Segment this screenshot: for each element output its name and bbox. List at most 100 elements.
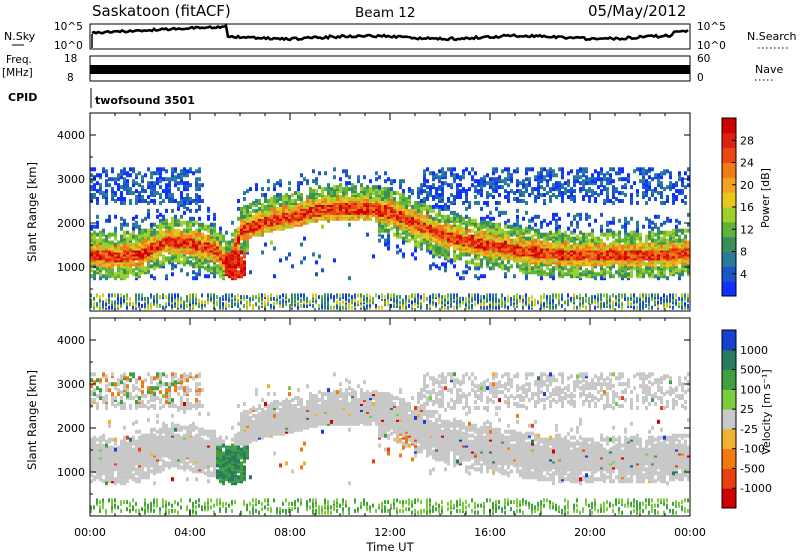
power-cell bbox=[333, 185, 336, 190]
power-cell bbox=[162, 177, 165, 182]
power-cell bbox=[225, 302, 227, 307]
power-cell bbox=[333, 258, 336, 263]
power-cell bbox=[180, 179, 183, 184]
power-cell bbox=[378, 185, 381, 190]
power-cell bbox=[321, 298, 323, 303]
power-cell bbox=[357, 193, 360, 198]
power-cell bbox=[609, 167, 612, 172]
power-cell bbox=[108, 305, 110, 310]
power-cell bbox=[480, 258, 483, 263]
power-cell bbox=[540, 276, 543, 281]
power-cell bbox=[543, 302, 545, 307]
power-cell bbox=[231, 293, 233, 298]
power-cell bbox=[279, 300, 281, 305]
power-cell bbox=[270, 303, 272, 308]
power-cell bbox=[198, 167, 201, 172]
power-cell bbox=[207, 206, 210, 211]
power-cell bbox=[618, 171, 621, 176]
power-cell bbox=[450, 258, 453, 263]
power-cell bbox=[441, 167, 444, 172]
power-cell bbox=[498, 200, 501, 205]
power-cell bbox=[450, 200, 453, 205]
power-cell bbox=[555, 222, 558, 227]
power-cell bbox=[462, 175, 465, 180]
power-cell bbox=[93, 305, 95, 310]
power-cell bbox=[510, 302, 512, 307]
power-cell bbox=[387, 177, 390, 182]
power-cell bbox=[297, 302, 299, 307]
power-cell bbox=[156, 177, 159, 182]
power-cell bbox=[390, 226, 393, 231]
power-cell bbox=[627, 272, 630, 277]
power-cell bbox=[264, 197, 267, 201]
power-cell bbox=[369, 202, 372, 207]
power-cell bbox=[495, 302, 497, 307]
power-cell bbox=[426, 185, 429, 190]
power-cell bbox=[582, 179, 585, 184]
power-cell bbox=[297, 293, 299, 298]
power-cell bbox=[108, 293, 110, 298]
power-cell bbox=[531, 191, 534, 196]
power-cell bbox=[198, 298, 200, 303]
power-cell bbox=[489, 266, 492, 271]
power-cell bbox=[507, 295, 509, 300]
power-cell bbox=[390, 206, 393, 211]
power-cell bbox=[336, 300, 338, 305]
power-cell bbox=[540, 268, 543, 273]
power-cell bbox=[561, 232, 564, 237]
nave-tick-top: 60 bbox=[697, 53, 710, 65]
power-cell bbox=[573, 240, 576, 245]
power-cell bbox=[123, 246, 126, 251]
power-cell bbox=[351, 183, 354, 188]
power-cell bbox=[315, 181, 318, 186]
power-cell bbox=[510, 224, 513, 229]
power-cell bbox=[402, 236, 405, 241]
power-cell bbox=[252, 303, 254, 308]
power-cell bbox=[243, 240, 246, 245]
power-cell bbox=[279, 183, 282, 188]
power-cell bbox=[591, 179, 594, 184]
power-cell bbox=[261, 296, 263, 301]
power-cell bbox=[213, 216, 216, 221]
power-cell bbox=[249, 187, 252, 192]
power-cell bbox=[414, 293, 416, 298]
power-cell bbox=[507, 305, 509, 310]
power-cell bbox=[564, 230, 567, 235]
power-cell bbox=[552, 212, 555, 217]
power-cell bbox=[231, 300, 233, 305]
power-cell bbox=[240, 236, 243, 241]
power-cell bbox=[501, 260, 504, 265]
power-cell bbox=[504, 224, 507, 229]
power-cell bbox=[144, 189, 147, 194]
power-cell bbox=[606, 270, 609, 275]
power-cell bbox=[273, 296, 275, 301]
power-cell bbox=[237, 298, 239, 303]
power-cell bbox=[303, 293, 305, 298]
power-cell bbox=[567, 195, 570, 200]
power-cell bbox=[141, 175, 144, 180]
power-cell bbox=[627, 173, 630, 178]
power-cell bbox=[573, 214, 576, 219]
power-cell bbox=[387, 246, 390, 251]
power-cell bbox=[147, 200, 150, 205]
power-cell bbox=[213, 222, 216, 227]
power-cell bbox=[504, 303, 506, 308]
power-cell bbox=[465, 264, 468, 269]
power-cell bbox=[543, 193, 546, 198]
power-cell bbox=[432, 236, 435, 241]
power-cell bbox=[324, 293, 326, 298]
power-cell bbox=[183, 300, 185, 305]
power-cell bbox=[135, 189, 138, 194]
power-cell bbox=[210, 222, 213, 227]
power-cell bbox=[630, 216, 633, 221]
power-cell bbox=[96, 197, 99, 201]
power-cell bbox=[612, 167, 615, 172]
power-cell bbox=[330, 191, 333, 196]
power-cell bbox=[153, 295, 155, 300]
power-cell bbox=[573, 270, 576, 275]
power-cell bbox=[495, 238, 498, 243]
power-cell bbox=[567, 293, 569, 298]
power-cell bbox=[552, 244, 555, 249]
power-cell bbox=[543, 218, 546, 223]
power-cell bbox=[594, 177, 597, 182]
